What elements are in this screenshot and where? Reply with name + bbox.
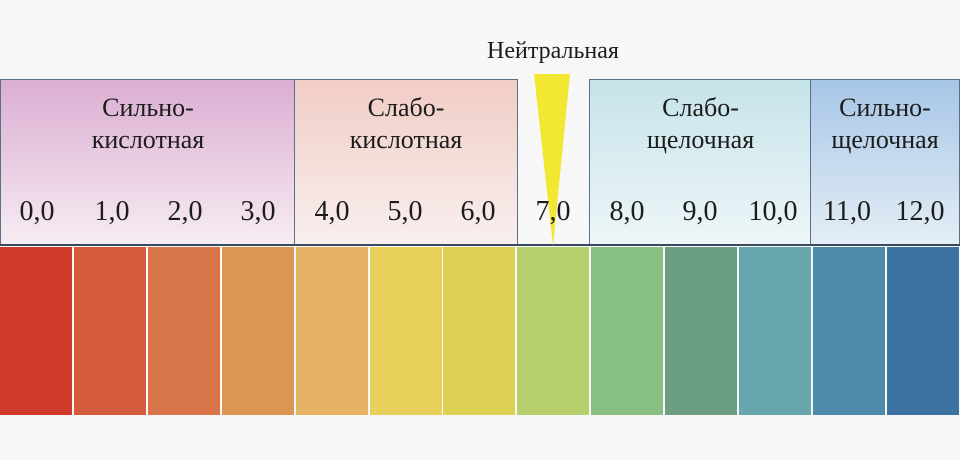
zone-label-line2: щелочная bbox=[831, 125, 939, 154]
ph-tick-label: 2,0 bbox=[167, 196, 203, 227]
ph-color-swatch bbox=[0, 247, 72, 415]
ph-tick-label: 6,0 bbox=[460, 196, 496, 227]
ph-color-swatch bbox=[369, 247, 442, 415]
ph-color-swatch bbox=[443, 247, 516, 415]
ph-color-swatch bbox=[221, 247, 294, 415]
zone-strong-alkaline: Сильно-щелочная bbox=[810, 79, 960, 245]
ph-color-swatch bbox=[591, 247, 664, 415]
ph-tick-label: 9,0 bbox=[682, 196, 718, 227]
zone-label-line1: Слабо- bbox=[662, 93, 739, 122]
zone-label-line2: кислотная bbox=[91, 125, 205, 154]
zone-label-line1: Сильно- bbox=[839, 93, 931, 122]
ph-color-swatch bbox=[147, 247, 220, 415]
ph-color-swatch bbox=[812, 247, 885, 415]
zone-label-line2: кислотная bbox=[349, 125, 463, 154]
ph-tick-label: 11,0 bbox=[823, 196, 871, 227]
ph-tick-label: 5,0 bbox=[387, 196, 423, 227]
zone-strong-acid: Сильно-кислотная bbox=[0, 79, 296, 245]
zone-label-line1: Слабо- bbox=[367, 93, 445, 122]
neutral-triangle bbox=[534, 74, 570, 246]
divider bbox=[0, 244, 960, 246]
ph-tick-label: 1,0 bbox=[94, 196, 130, 227]
ph-color-swatch bbox=[739, 247, 811, 415]
ph-tick-label: 12,0 bbox=[895, 196, 945, 227]
ph-tick-label: 10,0 bbox=[748, 196, 798, 227]
neutral-label: Нейтральная bbox=[487, 38, 619, 64]
ph-tick-label: 0,0 bbox=[19, 196, 55, 227]
ph-color-swatch bbox=[886, 247, 959, 415]
ph-color-swatch bbox=[517, 247, 590, 415]
ph-tick-label: 8,0 bbox=[609, 196, 645, 227]
zone-weak-acid: Слабо-кислотная bbox=[294, 79, 518, 245]
ph-color-swatch bbox=[73, 247, 146, 415]
neutral-marker bbox=[534, 74, 570, 246]
ph-tick-label: 4,0 bbox=[314, 196, 350, 227]
zone-label-line2: щелочная bbox=[646, 125, 755, 154]
ph-color-swatch bbox=[665, 247, 738, 415]
zone-label-line1: Сильно- bbox=[102, 93, 194, 122]
ph-tick-label: 7,0 bbox=[535, 196, 571, 227]
ph-color-swatch bbox=[295, 247, 368, 415]
ph-tick-label: 3,0 bbox=[240, 196, 276, 227]
